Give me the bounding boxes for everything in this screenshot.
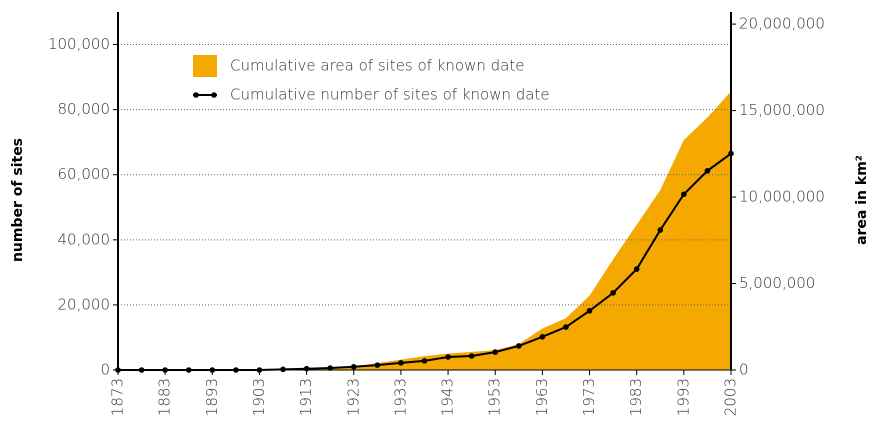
x-tick-label: 1873	[109, 378, 127, 416]
point	[398, 360, 404, 366]
x-tick-label: 1893	[203, 378, 221, 416]
x-tick-label: 1953	[486, 378, 504, 416]
point	[303, 365, 310, 372]
point	[563, 324, 569, 330]
point	[374, 362, 381, 368]
point	[468, 353, 475, 359]
x-tick-label: 1983	[627, 378, 645, 416]
legend-swatch	[193, 55, 217, 77]
point	[704, 168, 711, 174]
x-tick-label: 1943	[439, 378, 457, 416]
point	[681, 191, 687, 198]
area	[118, 91, 731, 371]
x-tick-label: 1903	[250, 378, 268, 416]
point	[209, 367, 216, 373]
legend-dot	[211, 92, 217, 98]
legend-label: Cumulative area of sites of known date	[230, 57, 524, 75]
point	[115, 367, 121, 373]
legend-dot	[193, 92, 199, 98]
y-tick-label: 40,000	[58, 230, 111, 248]
y-tick-label: 0	[100, 361, 110, 379]
y2-tick-label: 5,000,000	[739, 274, 815, 292]
y2-axis-label: area in km²	[854, 155, 870, 245]
y-tick-label: 60,000	[58, 165, 111, 183]
x-tick-label: 1933	[391, 378, 409, 416]
y-tick-label: 20,000	[58, 295, 111, 313]
point	[233, 367, 239, 373]
y2-tick-label: 15,000,000	[739, 101, 825, 119]
point	[185, 367, 192, 373]
point	[633, 266, 640, 272]
point	[327, 365, 333, 371]
x-tick-label: 2003	[722, 378, 740, 416]
point	[728, 150, 734, 157]
x-tick-label: 1973	[580, 378, 598, 416]
point	[610, 290, 616, 296]
x-tick-label: 1883	[156, 378, 174, 416]
point	[586, 307, 593, 314]
x-tick-label: 1913	[297, 378, 315, 416]
point	[492, 349, 499, 355]
point	[657, 227, 664, 233]
legend-label: Cumulative number of sites of known date	[230, 86, 550, 104]
point	[256, 367, 263, 373]
x-tick-label: 1993	[674, 378, 692, 416]
point	[516, 343, 522, 349]
y2-tick-label: 10,000,000	[739, 188, 825, 206]
x-tick-label: 1963	[533, 378, 551, 416]
y-tick-label: 80,000	[58, 100, 111, 118]
y-axis-label: number of sites	[10, 138, 26, 262]
point	[445, 354, 451, 360]
point	[280, 366, 286, 373]
x-tick-label: 1923	[344, 378, 362, 416]
y-tick-label: 100,000	[48, 35, 110, 53]
point	[138, 367, 145, 373]
y2-tick-label: 20,000,000	[739, 15, 825, 33]
point	[539, 334, 546, 340]
point	[162, 367, 168, 373]
point	[350, 363, 357, 370]
y2-tick-label: 0	[739, 361, 749, 379]
point	[421, 358, 428, 364]
